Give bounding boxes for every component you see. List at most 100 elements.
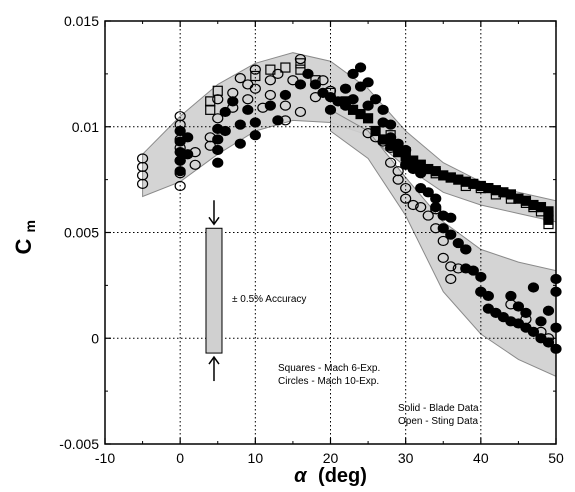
data-point-square	[430, 168, 441, 179]
data-point-square	[280, 62, 291, 73]
data-point-circle	[174, 168, 186, 179]
x-axis-label: α (deg)	[294, 465, 367, 487]
data-point-circle	[294, 106, 307, 118]
data-point-circle	[422, 210, 434, 221]
data-point-circle	[430, 193, 442, 204]
data-point-circle	[527, 282, 540, 293]
accuracy-bar	[205, 227, 223, 354]
data-point-circle	[505, 299, 517, 310]
data-point-circle	[437, 252, 449, 263]
accuracy-arrow-top-head	[208, 216, 220, 226]
x-tick-label: 30	[398, 450, 414, 466]
data-point-circle	[264, 89, 276, 101]
data-point-circle	[430, 204, 442, 215]
data-point-circle	[385, 119, 397, 130]
data-point-circle	[227, 102, 239, 113]
data-points	[136, 53, 562, 354]
data-point-circle	[212, 144, 224, 156]
data-point-circle	[505, 290, 517, 302]
data-point-circle	[377, 104, 389, 115]
data-point-circle	[234, 119, 246, 130]
y-axis-subscript: m	[22, 220, 38, 232]
data-point-circle	[415, 202, 427, 213]
data-point-circle	[430, 223, 442, 234]
data-point-circle	[437, 235, 449, 247]
data-point-circle	[377, 136, 389, 147]
data-point-circle	[279, 115, 291, 126]
data-point-circle	[174, 119, 186, 130]
y-tick-label: 0.005	[64, 225, 99, 241]
data-point-circle	[279, 100, 291, 111]
data-point-circle	[445, 212, 457, 223]
y-axis-label: C m	[11, 220, 38, 254]
data-point-circle	[445, 229, 457, 240]
data-point-circle	[264, 75, 276, 86]
y-tick-label: 0.015	[64, 13, 99, 29]
data-point-circle	[535, 316, 547, 327]
data-point-circle	[309, 92, 322, 103]
data-point-circle	[317, 75, 329, 86]
x-axis-unit: (deg)	[318, 465, 367, 487]
data-point-circle	[242, 104, 254, 115]
data-point-circle	[174, 166, 186, 177]
x-tick-label: 20	[323, 450, 339, 466]
data-point-circle	[347, 68, 359, 79]
y-tick-label: 0.01	[72, 119, 99, 135]
data-point-square	[543, 218, 554, 230]
data-point-circle	[294, 79, 307, 90]
x-tick-label: 10	[248, 450, 264, 466]
data-point-circle	[189, 147, 201, 158]
data-point-circle	[227, 87, 239, 99]
data-point-square	[505, 193, 516, 204]
data-point-circle	[445, 273, 457, 285]
x-tick-label: -10	[95, 450, 115, 466]
data-point-circle	[400, 193, 412, 204]
y-tick-label: 0	[91, 330, 99, 346]
data-point-circle	[370, 94, 382, 105]
data-point-circle	[445, 261, 457, 272]
x-tick-label: 0	[176, 450, 184, 466]
data-point-circle	[475, 271, 487, 283]
data-point-circle	[302, 68, 314, 79]
x-axis-symbol: α	[294, 465, 308, 487]
data-point-circle	[272, 68, 284, 79]
data-point-circle	[430, 202, 442, 213]
data-point-circle	[309, 79, 322, 90]
data-point-circle	[347, 94, 359, 105]
data-point-circle	[136, 178, 149, 189]
x-tick-label: 50	[548, 450, 564, 466]
y-axis-main: C	[11, 239, 36, 255]
data-point-circle	[212, 157, 224, 168]
data-point-circle	[407, 199, 419, 211]
data-point-circle	[287, 75, 299, 86]
data-point-circle	[400, 144, 412, 156]
data-point-square	[295, 58, 306, 69]
data-point-circle	[467, 265, 479, 276]
data-point-square	[250, 70, 261, 82]
data-point-circle	[362, 77, 374, 88]
data-point-circle	[362, 100, 374, 111]
data-point-circle	[339, 83, 352, 94]
accuracy-label: ± 0.5% Accuracy	[232, 294, 306, 305]
data-point-square	[205, 104, 216, 115]
data-point-circle	[339, 100, 352, 111]
data-point-circle	[174, 155, 186, 166]
data-point-circle	[279, 89, 291, 101]
accuracy-arrow-bottom-head	[208, 355, 220, 365]
data-point-circle	[294, 53, 307, 65]
x-tick-label: 40	[473, 450, 489, 466]
axis-ticks: -10 0 10 20 30 40 50 -0.005 0 0.005 0.01 0.015	[59, 13, 564, 466]
data-point-circle	[385, 142, 397, 153]
data-point-circle	[415, 168, 427, 179]
data-point-circle	[385, 157, 397, 168]
data-point-circle	[452, 237, 464, 249]
data-point-circle	[174, 142, 186, 153]
data-point-circle	[242, 94, 254, 105]
data-point-circle	[249, 117, 261, 128]
data-point-circle	[257, 102, 269, 113]
data-point-circle	[400, 182, 412, 194]
data-point-circle	[475, 286, 487, 297]
data-point-circle	[542, 305, 555, 316]
data-point-circle	[234, 73, 246, 84]
